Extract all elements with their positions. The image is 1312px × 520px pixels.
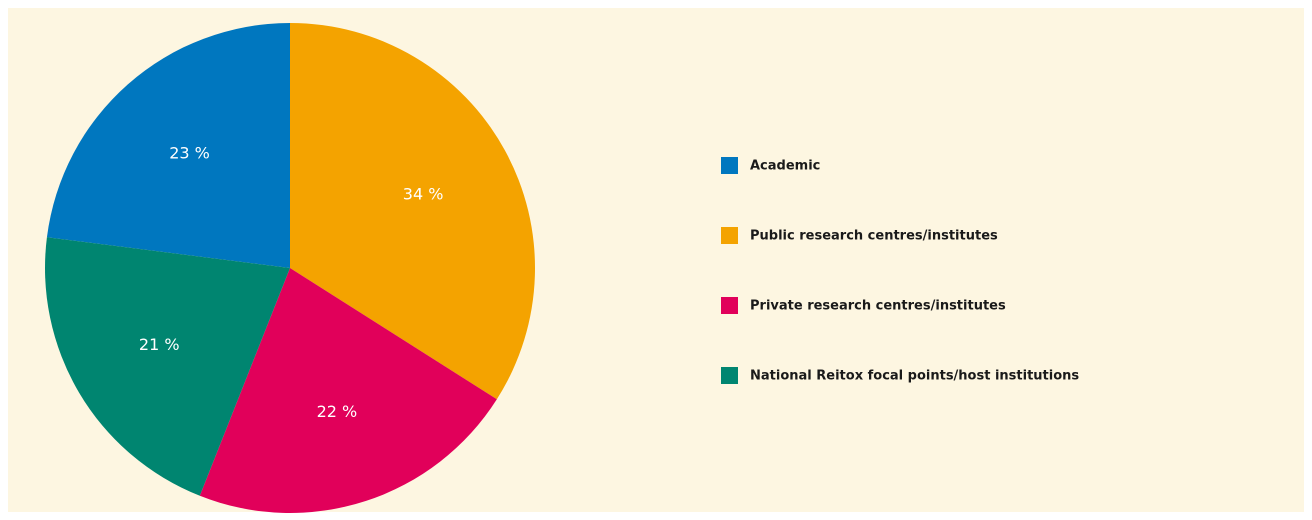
legend-swatch <box>721 227 738 244</box>
legend-label: Academic <box>750 159 820 174</box>
legend-label: Public research centres/institutes <box>750 229 998 244</box>
legend-swatch <box>721 367 738 384</box>
pie-slice <box>46 23 290 268</box>
legend-swatch <box>721 297 738 314</box>
value-label: 34 % <box>403 184 444 203</box>
value-label: 23 % <box>169 144 210 163</box>
pie-slice <box>290 23 535 400</box>
legend-label: Private research centres/institutes <box>750 299 1006 314</box>
legend-swatch <box>721 157 738 174</box>
value-label: 21 % <box>139 335 180 354</box>
legend-label: National Reitox focal points/host instit… <box>750 369 1079 384</box>
pie-slice <box>45 237 290 496</box>
value-label: 22 % <box>317 402 358 421</box>
pie-slice <box>199 268 497 513</box>
